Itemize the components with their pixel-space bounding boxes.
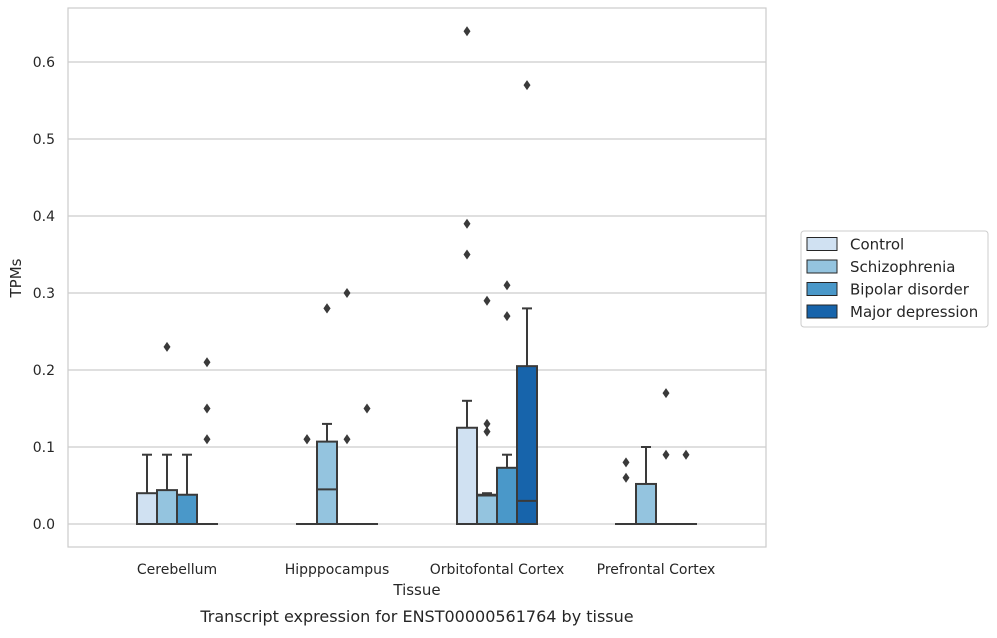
legend-swatch xyxy=(807,238,837,251)
x-axis-label: Tissue xyxy=(392,581,440,599)
box xyxy=(457,428,477,524)
legend-swatch xyxy=(807,260,837,273)
x-tick-label: Orbitofontal Cortex xyxy=(430,562,565,578)
plot-background xyxy=(68,8,766,547)
y-tick-label: 0.5 xyxy=(33,132,55,148)
box xyxy=(497,468,517,524)
y-tick-label: 0.3 xyxy=(33,286,55,302)
x-tick-labels: Cerebellum Hipppocampus Orbitofontal Corte… xyxy=(137,562,715,578)
legend-label: Schizophrenia xyxy=(850,258,955,276)
legend-label: Major depression xyxy=(850,303,978,321)
y-tick-label: 0.0 xyxy=(33,517,55,533)
legend-label: Bipolar disorder xyxy=(850,281,970,299)
box xyxy=(177,495,197,524)
y-tick-label: 0.6 xyxy=(33,55,55,71)
box xyxy=(477,495,497,524)
y-tick-labels: 0.0 0.1 0.2 0.3 0.4 0.5 0.6 xyxy=(33,55,55,533)
box xyxy=(137,493,157,524)
legend: Control Schizophrenia Bipolar disorder Majo… xyxy=(801,231,988,327)
legend-swatch xyxy=(807,283,837,296)
x-tick-label: Cerebellum xyxy=(137,562,217,578)
legend-swatch xyxy=(807,305,837,318)
x-tick-label: Prefrontal Cortex xyxy=(597,562,716,578)
y-tick-label: 0.4 xyxy=(33,209,55,225)
y-tick-label: 0.1 xyxy=(33,440,55,456)
figure-caption: Transcript expression for ENST0000056176… xyxy=(199,607,633,626)
box xyxy=(636,484,656,524)
box xyxy=(317,442,337,524)
y-tick-label: 0.2 xyxy=(33,363,55,379)
box xyxy=(157,490,177,524)
legend-label: Control xyxy=(850,236,904,254)
y-axis-label: TPMs xyxy=(7,258,25,298)
x-tick-label: Hipppocampus xyxy=(285,562,390,578)
